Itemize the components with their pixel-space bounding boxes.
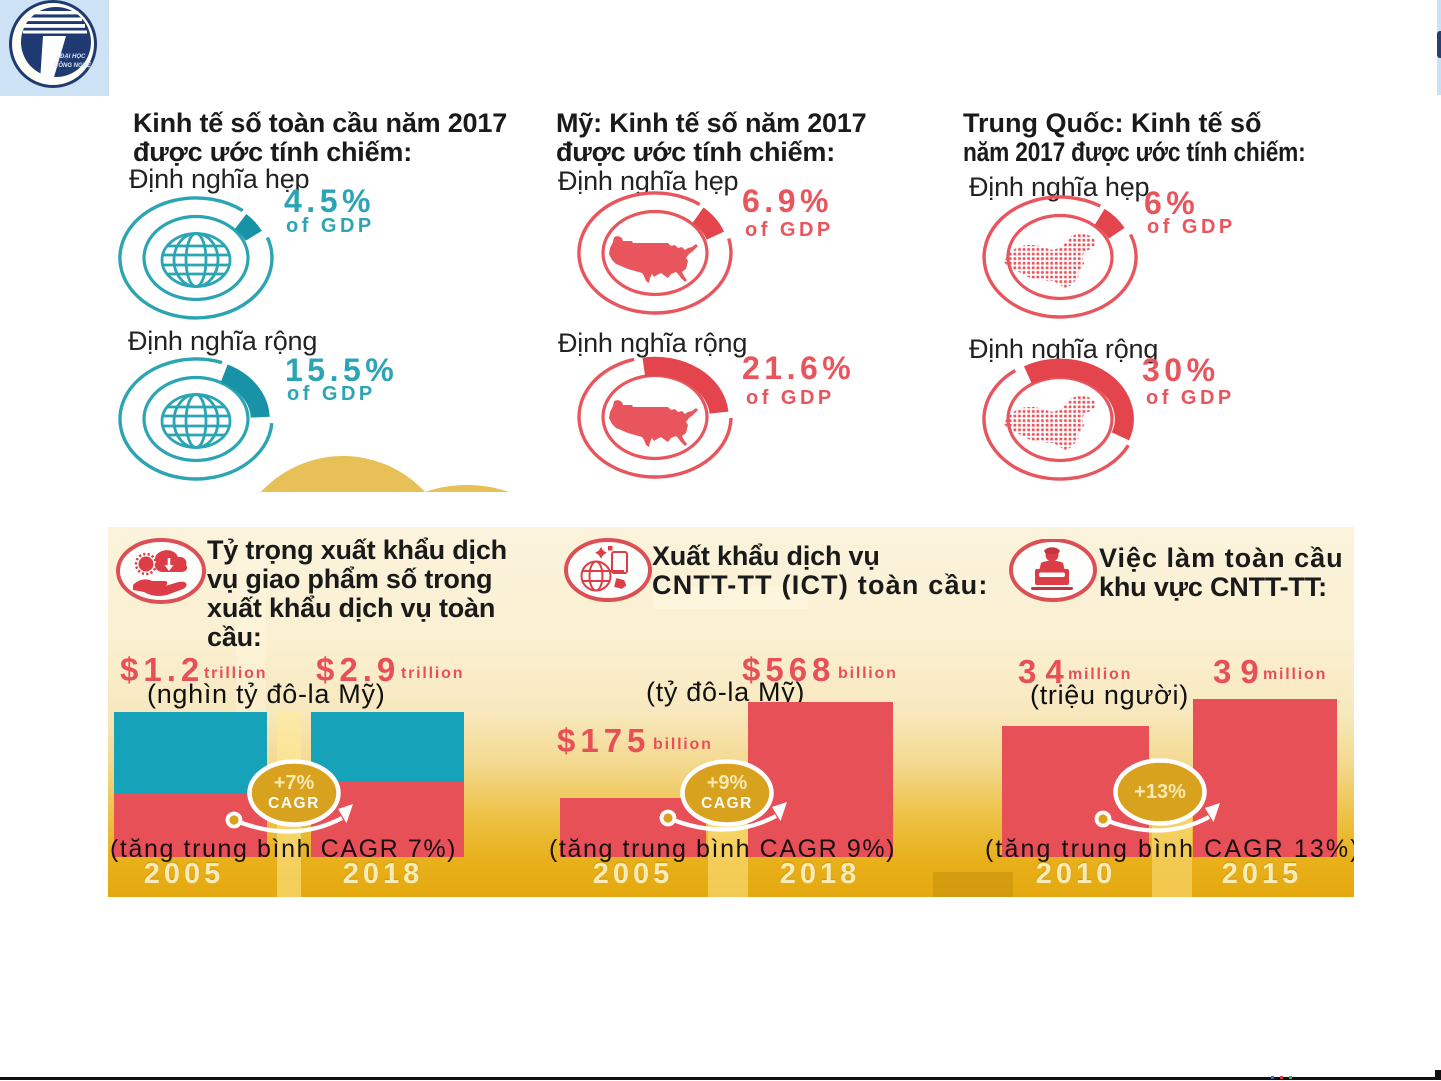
svg-text:CAGR: CAGR (701, 795, 753, 812)
svg-text:+13%: +13% (1134, 781, 1186, 803)
svg-text:+7%: +7% (274, 772, 315, 794)
svg-text:CÔNG NGHỆ: CÔNG NGHỆ (54, 61, 92, 69)
svg-text:+9%: +9% (707, 772, 748, 794)
svg-text:ĐẠI HỌC: ĐẠI HỌC (60, 54, 86, 60)
svg-text:CAGR: CAGR (268, 795, 320, 812)
